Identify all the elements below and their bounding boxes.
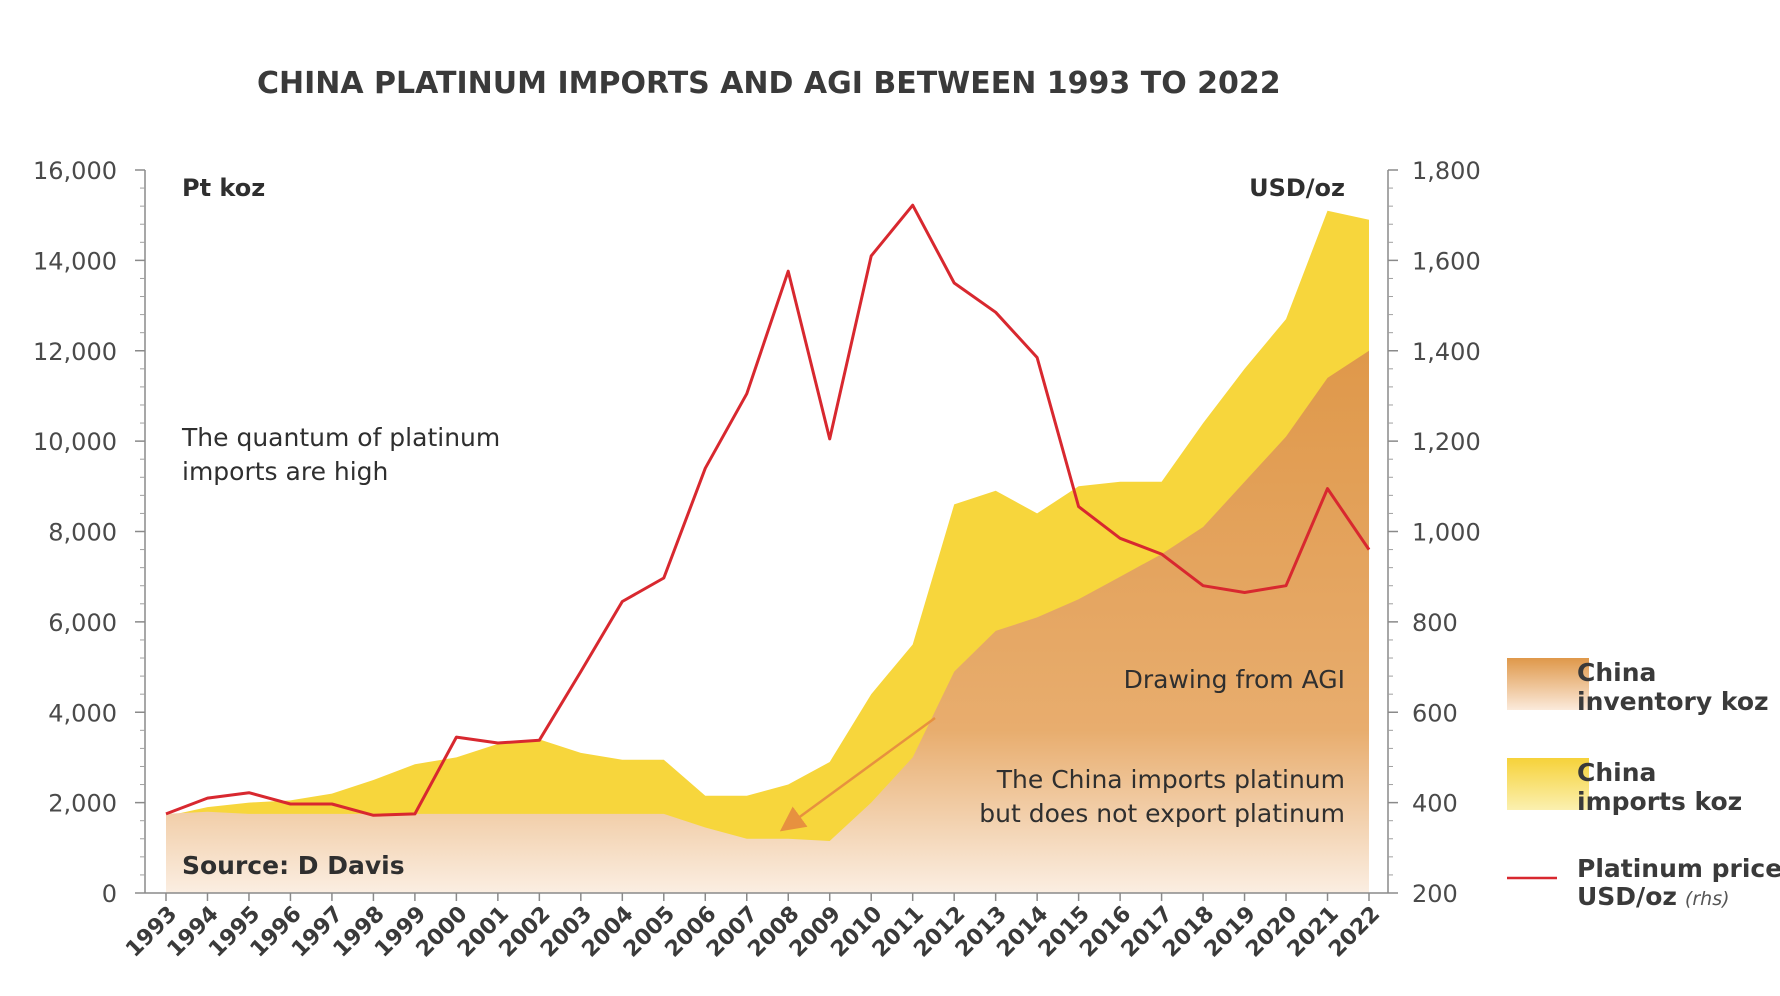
annotation-arrow [779, 716, 936, 832]
y2-tick-label: 600 [1412, 699, 1458, 727]
y-tick-label: 4,000 [48, 699, 117, 727]
y2-tick-label: 1,600 [1412, 247, 1481, 275]
y2-tick-label: 800 [1412, 609, 1458, 637]
chart-title: CHINA PLATINUM IMPORTS AND AGI BETWEEN 1… [257, 66, 1281, 101]
minor-ticks [135, 169, 1398, 901]
legend-label-imports-1: China [1577, 758, 1656, 787]
source-label: Source: D Davis [182, 851, 405, 880]
y2-tick-label: 1,200 [1412, 428, 1481, 456]
legend-label-price-unit: USD/oz [1577, 882, 1677, 911]
legend-swatch-imports [1507, 758, 1589, 810]
legend-label-imports-2: imports koz [1577, 787, 1742, 816]
right-axis-unit: USD/oz [1249, 174, 1345, 202]
annotation-imports-line1: The China imports platinum [996, 765, 1345, 794]
y-tick-label: 12,000 [33, 338, 117, 366]
left-tick-labels: 0 2,000 4,000 6,000 8,000 10,000 12,000 14,000 1… [33, 157, 117, 908]
annotation-quantum-line1: The quantum of platinum [181, 423, 500, 452]
y2-tick-label: 200 [1412, 880, 1458, 908]
y-tick-label: 10,000 [33, 428, 117, 456]
line-platinum-price [165, 203, 1371, 817]
y-tick-label: 0 [102, 880, 117, 908]
annotation-quantum-line2: imports are high [182, 457, 388, 486]
legend: China inventory koz China imports koz Pl… [1507, 658, 1780, 911]
annotation-drawing-agi: Drawing from AGI [1124, 665, 1345, 694]
legend-label-inventory-1: China [1577, 658, 1656, 687]
y-tick-label: 16,000 [33, 157, 117, 185]
legend-label-price-rhs: (rhs) [1685, 888, 1730, 910]
y-tick-label: 8,000 [48, 519, 117, 547]
y2-tick-label: 1,800 [1412, 157, 1481, 185]
y-tick-label: 14,000 [33, 247, 117, 275]
legend-label-price-1: Platinum price [1577, 854, 1780, 883]
legend-swatch-inventory [1507, 658, 1589, 710]
y2-tick-label: 1,000 [1412, 519, 1481, 547]
x-tick-labels: 1993199419951996199719981999200020012002… [121, 902, 1385, 963]
left-axis-unit: Pt koz [182, 174, 265, 202]
areas [166, 210, 1369, 893]
legend-label-inventory-2: inventory koz [1577, 687, 1769, 716]
annotation-imports-line2: but does not export platinum [979, 799, 1345, 828]
y-tick-label: 6,000 [48, 609, 117, 637]
y2-tick-label: 1,400 [1412, 338, 1481, 366]
legend-label-price-2: USD/oz (rhs) [1577, 882, 1730, 911]
area-china-inventory [166, 350, 1369, 893]
price-line-group [165, 203, 1371, 817]
y2-tick-label: 400 [1412, 790, 1458, 818]
right-tick-labels: 200 400 600 800 1,000 1,200 1,400 1,600 1,800 [1412, 157, 1481, 908]
axes [135, 169, 1398, 901]
y-tick-label: 2,000 [48, 790, 117, 818]
